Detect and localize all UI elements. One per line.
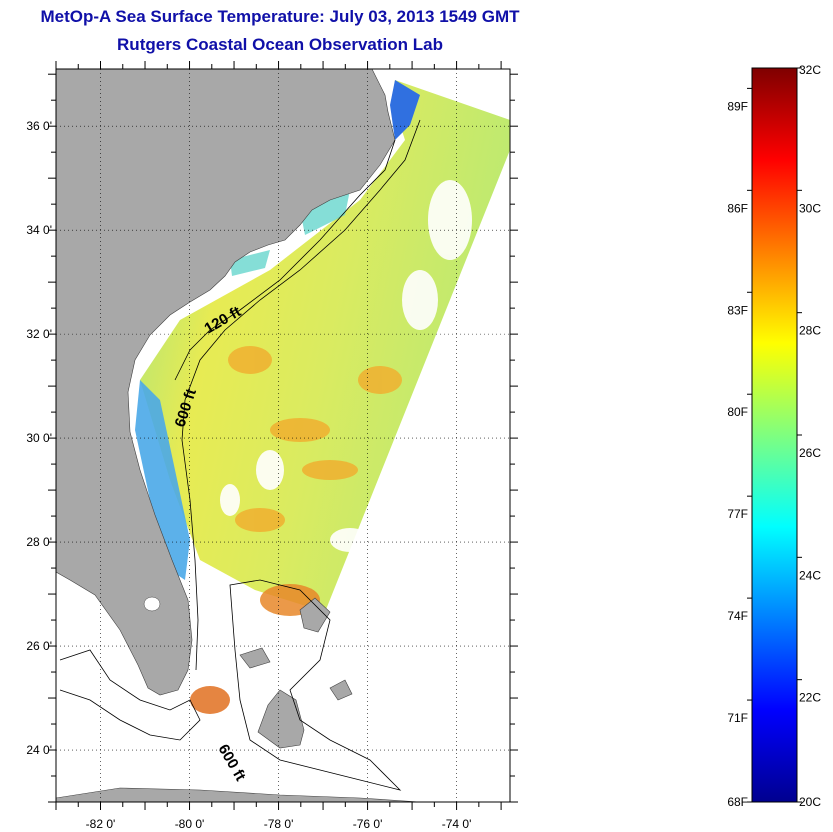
colorbar-celsius-labels: 32C 30C 28C 26C 24C 22C 20C bbox=[799, 63, 821, 809]
map-ticks bbox=[48, 61, 518, 810]
cloud-gaps bbox=[220, 180, 472, 552]
lake-okeechobee bbox=[143, 596, 161, 612]
fahrenheit-label: 71F bbox=[727, 711, 748, 725]
colorbar-gradient bbox=[751, 67, 798, 803]
celsius-label: 28C bbox=[799, 324, 821, 338]
us-mainland-land bbox=[56, 69, 396, 696]
map-title: MetOp-A Sea Surface Temperature: July 03… bbox=[40, 7, 520, 26]
fahrenheit-label: 86F bbox=[727, 201, 748, 215]
fahrenheit-label: 77F bbox=[727, 507, 748, 521]
cool-coastal-waters bbox=[135, 80, 420, 580]
lat-label: 32 0' bbox=[26, 327, 52, 341]
florida-keys-contour bbox=[59, 649, 201, 741]
latitude-labels: 36 0' 34 0' 32 0' 30 0' 28 0' 26 0' 24 0' bbox=[26, 119, 52, 757]
fahrenheit-label: 74F bbox=[727, 609, 748, 623]
fahrenheit-label: 68F bbox=[727, 795, 748, 809]
lat-label: 26 0' bbox=[26, 639, 52, 653]
lon-label: -74 0' bbox=[442, 817, 472, 831]
fahrenheit-label: 89F bbox=[727, 99, 748, 113]
lat-label: 36 0' bbox=[26, 119, 52, 133]
celsius-label: 20C bbox=[799, 795, 821, 809]
lon-label: -78 0' bbox=[264, 817, 294, 831]
lat-label: 30 0' bbox=[26, 431, 52, 445]
celsius-label: 32C bbox=[799, 63, 821, 77]
lon-label: -76 0' bbox=[353, 817, 383, 831]
lat-label: 28 0' bbox=[26, 535, 52, 549]
bahamas-bank-contour bbox=[229, 579, 402, 791]
warm-sst-patches bbox=[190, 346, 402, 714]
colorbar-ticks bbox=[747, 67, 802, 803]
lon-label: -80 0' bbox=[175, 817, 205, 831]
longitude-labels: -82 0' -80 0' -78 0' -76 0' -74 0' bbox=[86, 817, 472, 831]
sst-swath bbox=[140, 80, 510, 612]
celsius-label: 26C bbox=[799, 446, 821, 460]
map-frame bbox=[55, 68, 511, 803]
isobath-600ft bbox=[181, 119, 421, 671]
lat-label: 24 0' bbox=[26, 743, 52, 757]
celsius-label: 22C bbox=[799, 691, 821, 705]
isobath-contours bbox=[59, 119, 421, 791]
lat-label: 34 0' bbox=[26, 223, 52, 237]
celsius-label: 30C bbox=[799, 201, 821, 215]
colorbar-fahrenheit-labels: 89F 86F 83F 80F 77F 74F 71F 68F bbox=[727, 99, 748, 809]
map-subtitle: Rutgers Coastal Ocean Observation Lab bbox=[117, 35, 443, 54]
celsius-label: 24C bbox=[799, 568, 821, 582]
isobath-120ft bbox=[174, 139, 396, 381]
fahrenheit-label: 80F bbox=[727, 405, 748, 419]
fahrenheit-label: 83F bbox=[727, 303, 748, 317]
lon-label: -82 0' bbox=[86, 817, 116, 831]
bahamas-land bbox=[239, 597, 353, 749]
cuba-land bbox=[56, 787, 421, 802]
